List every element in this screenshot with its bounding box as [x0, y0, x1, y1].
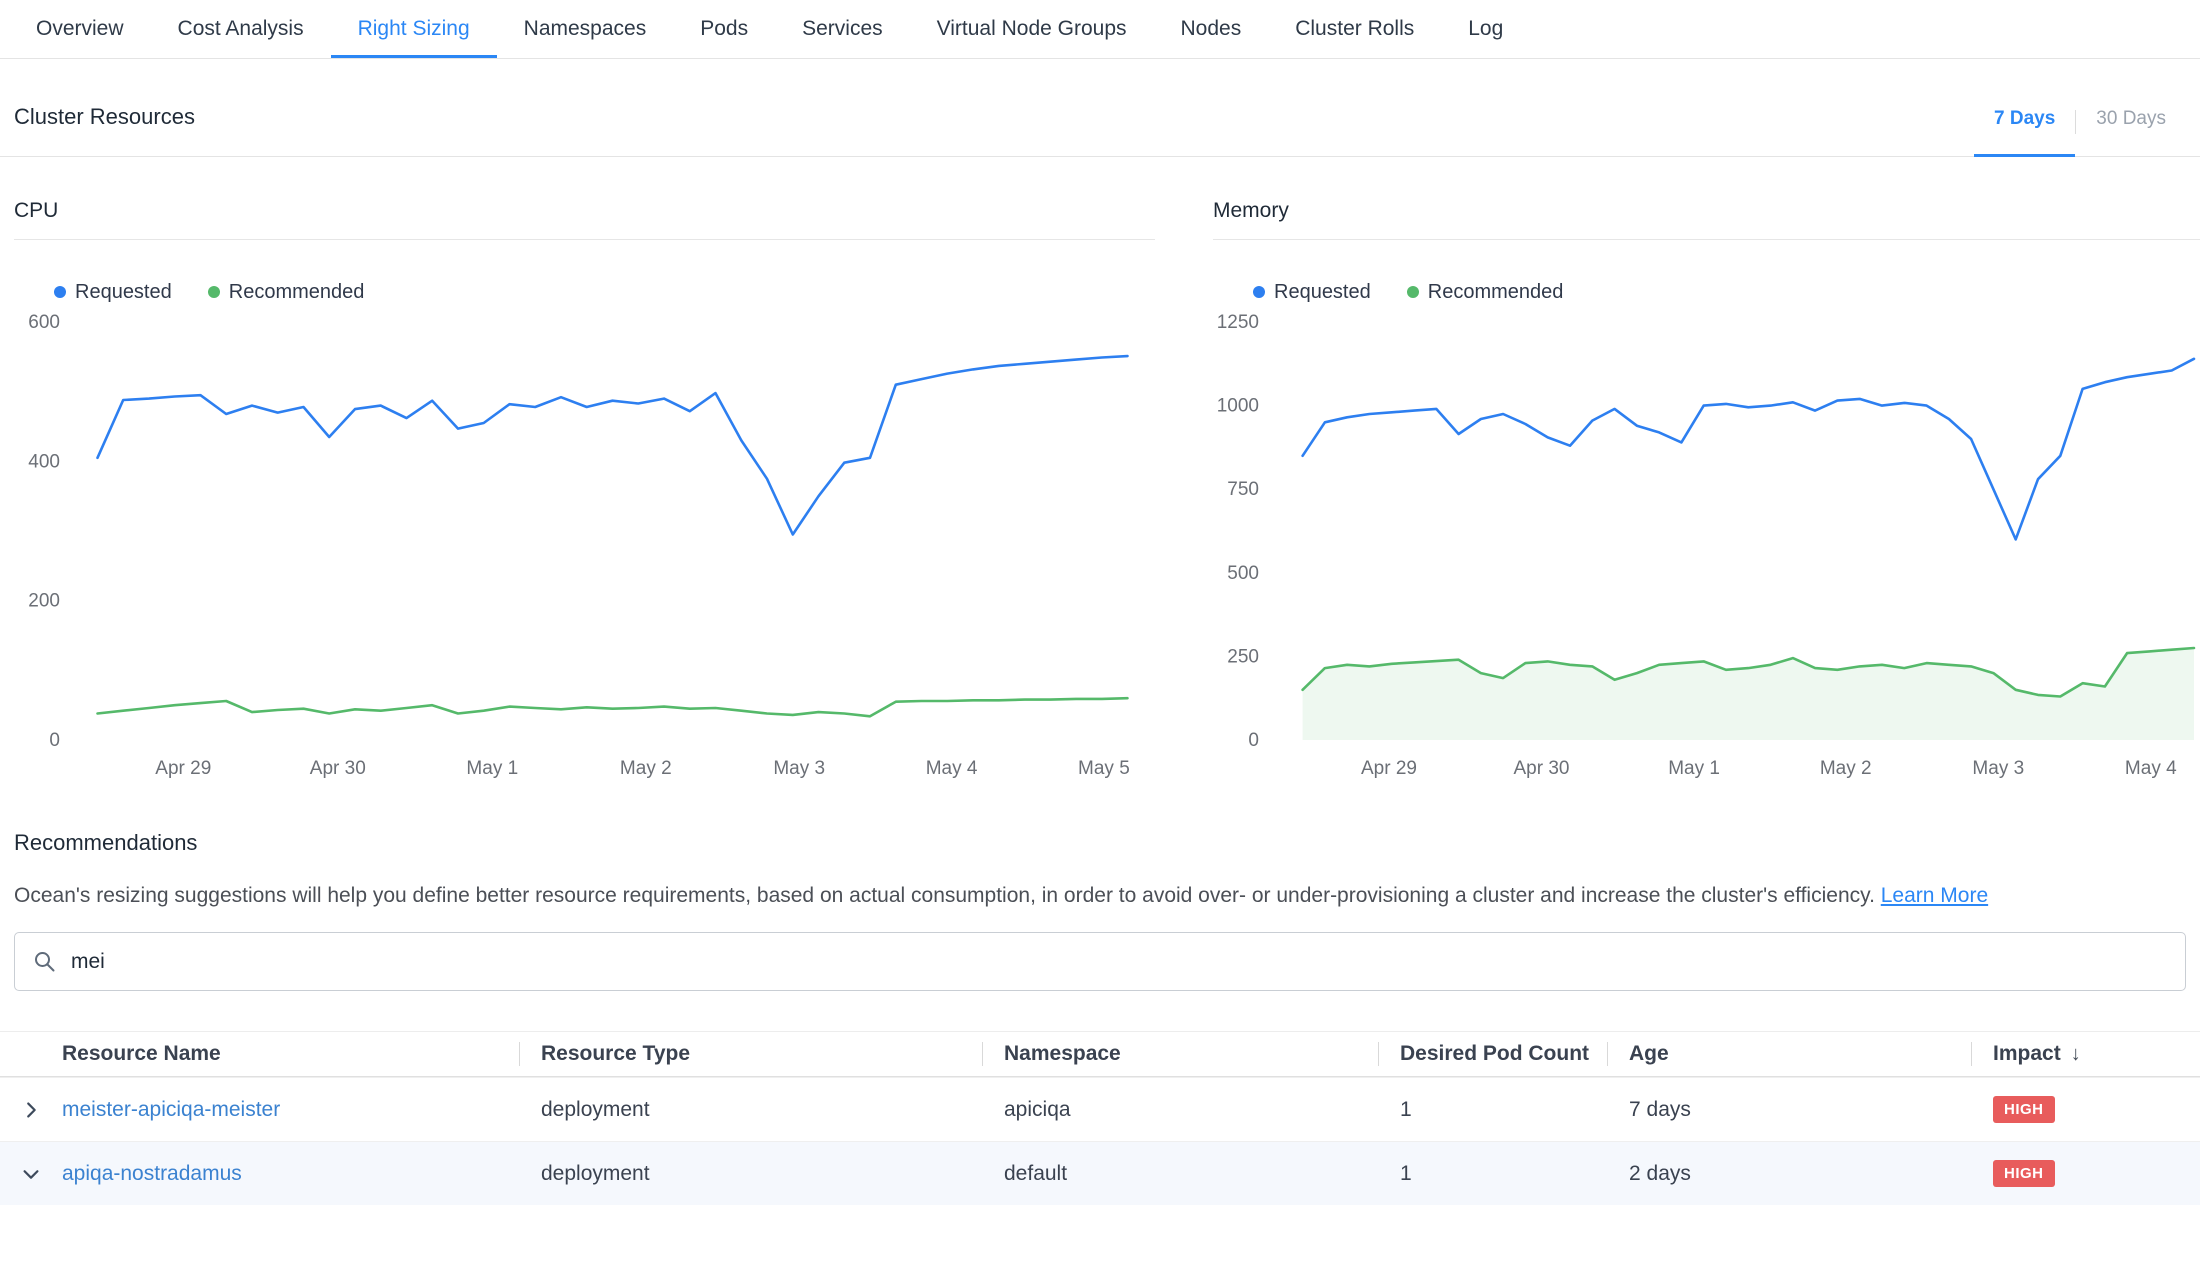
- sort-desc-icon[interactable]: ↓: [2071, 1043, 2081, 1066]
- header-age[interactable]: Age: [1607, 1032, 1971, 1076]
- recommendations-section: Recommendations Ocean's resizing suggest…: [0, 830, 2200, 908]
- table-header-row: Resource Name Resource Type Namespace De…: [0, 1031, 2200, 1077]
- charts-section: CPU Requested Recommended 0 200 400 600 Apr …: [0, 157, 2200, 784]
- svg-text:May 1: May 1: [466, 758, 518, 779]
- impact-high-badge: HIGH: [1993, 1096, 2055, 1123]
- recommendations-title: Recommendations: [14, 830, 2186, 856]
- svg-text:0: 0: [49, 730, 60, 751]
- resource-name-link[interactable]: apiqa-nostradamus: [62, 1162, 519, 1186]
- cpu-chart-title: CPU: [14, 199, 1155, 240]
- range-toggle-7-days[interactable]: 7 Days: [1974, 108, 2075, 156]
- impact-cell: HIGH: [1971, 1160, 2200, 1187]
- legend-item-requested[interactable]: Requested: [54, 281, 172, 304]
- svg-text:250: 250: [1227, 646, 1259, 667]
- svg-text:Apr 29: Apr 29: [155, 758, 211, 779]
- tab-overview[interactable]: Overview: [9, 0, 151, 58]
- chevron-right-icon[interactable]: [0, 1078, 62, 1141]
- header-resource-name[interactable]: Resource Name: [62, 1032, 519, 1076]
- header-spacer: [0, 1032, 62, 1076]
- memory-chart-panel: Memory Requested Recommended 0 250 500 750 1…: [1213, 199, 2200, 784]
- svg-text:May 1: May 1: [1668, 758, 1720, 779]
- tab-cluster-rolls[interactable]: Cluster Rolls: [1268, 0, 1441, 58]
- svg-text:May 3: May 3: [773, 758, 825, 779]
- legend-label: Recommended: [229, 281, 365, 304]
- svg-text:1000: 1000: [1217, 396, 1259, 417]
- svg-text:Apr 29: Apr 29: [1361, 758, 1417, 779]
- legend-label: Requested: [1274, 281, 1371, 304]
- impact-high-badge: HIGH: [1993, 1160, 2055, 1187]
- resource-name-link[interactable]: meister-apiciqa-meister: [62, 1098, 519, 1122]
- svg-text:May 2: May 2: [1820, 758, 1872, 779]
- tab-pods[interactable]: Pods: [673, 0, 775, 58]
- svg-text:400: 400: [28, 451, 60, 472]
- namespace-cell: apiciqa: [982, 1098, 1378, 1122]
- svg-text:Apr 30: Apr 30: [310, 758, 366, 779]
- search-input[interactable]: [71, 950, 2167, 974]
- svg-text:May 4: May 4: [2125, 758, 2177, 779]
- tab-right-sizing[interactable]: Right Sizing: [331, 0, 497, 58]
- legend-label: Recommended: [1428, 281, 1564, 304]
- svg-text:750: 750: [1227, 479, 1259, 500]
- recommendations-description: Ocean's resizing suggestions will help y…: [14, 884, 2186, 908]
- tab-log[interactable]: Log: [1441, 0, 1530, 58]
- table-row[interactable]: meister-apiciqa-meister deployment apici…: [0, 1077, 2200, 1141]
- cluster-resources-band: Cluster Resources 7 Days 30 Days: [0, 59, 2200, 157]
- pod-count-cell: 1: [1378, 1098, 1607, 1122]
- svg-text:Apr 30: Apr 30: [1514, 758, 1570, 779]
- memory-line-chart: 0 250 500 750 1000 1250 Apr 29 Apr 30 May 1 May 2…: [1213, 314, 2200, 784]
- search-box: [14, 932, 2186, 991]
- chevron-down-icon[interactable]: [0, 1142, 62, 1205]
- impact-cell: HIGH: [1971, 1096, 2200, 1123]
- range-toggle-30-days[interactable]: 30 Days: [2076, 108, 2186, 156]
- svg-text:May 5: May 5: [1078, 758, 1130, 779]
- tab-services[interactable]: Services: [775, 0, 910, 58]
- recommendations-description-text: Ocean's resizing suggestions will help y…: [14, 884, 1875, 907]
- legend-label: Requested: [75, 281, 172, 304]
- recommendations-table: Resource Name Resource Type Namespace De…: [0, 1031, 2200, 1205]
- pod-count-cell: 1: [1378, 1162, 1607, 1186]
- tab-cost-analysis[interactable]: Cost Analysis: [151, 0, 331, 58]
- memory-chart-title: Memory: [1213, 199, 2200, 240]
- header-resource-type[interactable]: Resource Type: [519, 1032, 982, 1076]
- cpu-chart-panel: CPU Requested Recommended 0 200 400 600 Apr …: [14, 199, 1155, 784]
- cpu-chart-legend: Requested Recommended: [54, 278, 1155, 306]
- tab-nodes[interactable]: Nodes: [1154, 0, 1269, 58]
- requested-dot-icon: [1253, 286, 1265, 298]
- recommended-dot-icon: [1407, 286, 1419, 298]
- learn-more-link[interactable]: Learn More: [1881, 884, 1988, 907]
- legend-item-recommended[interactable]: Recommended: [208, 281, 365, 304]
- header-impact[interactable]: Impact ↓: [1971, 1032, 2200, 1076]
- cpu-line-chart: 0 200 400 600 Apr 29 Apr 30 May 1 May 2 May 3 May…: [14, 314, 1155, 784]
- table-row[interactable]: apiqa-nostradamus deployment default 1 2…: [0, 1141, 2200, 1205]
- age-cell: 2 days: [1607, 1162, 1971, 1186]
- cluster-resources-title: Cluster Resources: [14, 104, 195, 156]
- svg-text:May 3: May 3: [1972, 758, 2024, 779]
- svg-text:600: 600: [28, 314, 60, 333]
- namespace-cell: default: [982, 1162, 1378, 1186]
- top-tab-bar: Overview Cost Analysis Right Sizing Name…: [0, 0, 2200, 59]
- header-namespace[interactable]: Namespace: [982, 1032, 1378, 1076]
- legend-item-requested[interactable]: Requested: [1253, 281, 1371, 304]
- svg-text:200: 200: [28, 591, 60, 612]
- resource-type-cell: deployment: [519, 1162, 982, 1186]
- svg-text:May 2: May 2: [620, 758, 672, 779]
- search-icon: [33, 950, 57, 974]
- recommended-dot-icon: [208, 286, 220, 298]
- svg-text:1250: 1250: [1217, 314, 1259, 333]
- svg-text:0: 0: [1248, 730, 1259, 751]
- svg-text:May 4: May 4: [926, 758, 978, 779]
- tab-namespaces[interactable]: Namespaces: [497, 0, 674, 58]
- age-cell: 7 days: [1607, 1098, 1971, 1122]
- requested-dot-icon: [54, 286, 66, 298]
- search-wrap: [14, 932, 2186, 991]
- resource-type-cell: deployment: [519, 1098, 982, 1122]
- header-desired-pod-count[interactable]: Desired Pod Count: [1378, 1032, 1607, 1076]
- tab-virtual-node-groups[interactable]: Virtual Node Groups: [910, 0, 1154, 58]
- header-impact-label: Impact: [1993, 1042, 2061, 1066]
- legend-item-recommended[interactable]: Recommended: [1407, 281, 1564, 304]
- svg-text:500: 500: [1227, 563, 1259, 584]
- memory-chart-legend: Requested Recommended: [1253, 278, 2200, 306]
